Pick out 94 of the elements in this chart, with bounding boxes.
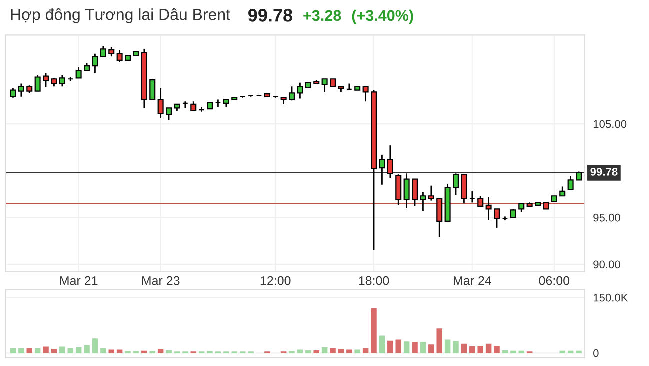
x-tick-label: Mar 23 [142,276,180,286]
candlestick [198,106,205,113]
ref-line-label: 99.78 [590,168,618,176]
y-tick-label: 95.00 [594,214,620,222]
candlestick [34,74,41,92]
candlestick [420,192,426,212]
bar [444,340,451,354]
candlestick [150,80,156,100]
bar [34,348,41,354]
bar [346,350,352,354]
candlestick [478,195,484,208]
bar [166,350,172,354]
candlestick [59,74,66,88]
bar [314,350,320,354]
candlestick [108,46,115,58]
bar [26,348,32,354]
bar [486,344,492,354]
bar [100,348,106,354]
candlestick [100,46,106,58]
x-tick-label: Mar 21 [60,276,98,286]
bar [453,341,459,354]
bar [379,336,386,354]
x-tick-label: 12:00 [260,276,291,286]
candlestick [469,190,476,204]
bar [43,346,49,354]
candlestick [379,154,386,186]
bar [297,350,304,354]
bar [306,350,312,354]
y-tick-label: 0 [594,349,599,358]
candlestick [494,208,500,229]
bar [158,349,164,354]
text: 99.78 [248,9,293,22]
bar [76,348,82,354]
bar [502,350,508,354]
bar [420,342,426,354]
candlestick [182,100,188,109]
bar [10,348,16,354]
bar [461,344,468,354]
candlestick [428,185,434,202]
bar [60,346,66,354]
candlestick [404,172,410,209]
x-tick-label: 06:00 [539,276,570,286]
candlestick [116,49,123,63]
bar [412,342,418,354]
candlestick [76,66,82,79]
bar [68,348,74,354]
candlestick [568,176,574,190]
bar [478,346,484,354]
candlestick [560,186,566,197]
bar [108,350,114,354]
bar [404,342,410,354]
x-tick-label: Mar 24 [454,276,492,286]
bar [18,348,24,354]
bar [494,346,500,354]
candlestick [10,88,16,99]
candlestick [43,72,50,88]
y-tick-label: 150.0K [594,294,628,302]
text: (+3.40%) [352,10,414,24]
bar [51,349,58,354]
candlestick [18,83,24,98]
bar [92,338,98,354]
text: +3.28 [304,10,342,22]
bar [338,349,344,354]
candlestick [362,86,369,102]
candlestick [452,172,460,196]
candlestick [297,82,304,100]
bar [371,308,377,354]
bar [362,348,369,354]
bar [330,348,336,354]
candlestick [412,178,418,208]
bar [354,350,360,354]
candlestick [92,53,98,74]
x-tick-label: 18:00 [359,276,390,286]
bar [396,340,402,354]
candlestick [166,107,172,122]
candlestick [289,86,296,102]
candlestick [346,83,352,90]
bar [436,328,442,354]
y-tick-label: 90.00 [594,260,620,269]
chart-title: Hợp đông Tương lai Dâu Brent [11,8,230,24]
bar [428,344,434,354]
candlestick [322,78,328,93]
bar [388,340,394,354]
candlestick [158,88,164,120]
bar [84,345,90,354]
y-tick-label: 105.00 [594,120,627,128]
candlestick [486,196,492,222]
candlestick [436,198,443,238]
candlestick [387,144,394,180]
bar [470,346,476,354]
bar [116,350,123,354]
candlestick [190,100,197,112]
bar [322,348,328,354]
candlestick [215,99,222,108]
